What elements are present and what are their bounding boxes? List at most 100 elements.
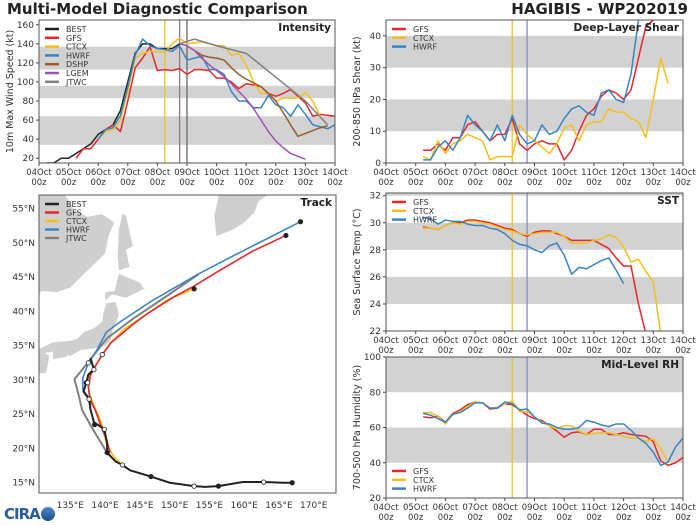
shaded-band [386, 276, 683, 304]
x-tick-label: 00z [675, 178, 691, 188]
legend-label: CTCX [413, 207, 435, 216]
plot-area [386, 357, 683, 498]
x-tick-label: 160°E [230, 501, 258, 511]
y-tick-label: 30°N [12, 376, 35, 386]
y-tick-label: 80 [370, 388, 382, 398]
x-tick-label: 13Oct [641, 503, 667, 513]
x-tick-label: 12Oct [263, 168, 289, 178]
land-mass [214, 195, 268, 237]
x-tick-label: 00z [378, 513, 394, 523]
y-tick-label: 26 [370, 273, 382, 283]
x-tick-label: 00z [438, 346, 454, 356]
forecast-track-point [297, 219, 304, 225]
plot-background [386, 193, 683, 331]
land-mass [39, 195, 115, 294]
y-tick-label: 24 [370, 300, 382, 310]
x-tick-label: 09Oct [522, 503, 548, 513]
series-line-ctcx [422, 57, 669, 161]
y-tick-label: 100 [364, 353, 381, 363]
x-tick-label: 00z [527, 513, 543, 523]
y-tick-label: 160 [17, 21, 34, 31]
x-tick-label: 00z [327, 178, 343, 188]
legend-label: BEST [66, 200, 87, 209]
x-tick-label: 145°E [126, 501, 154, 511]
x-tick-label: 12Oct [611, 168, 637, 178]
y-tick-label: 60 [370, 424, 382, 434]
legend-label: HWRF [413, 485, 437, 494]
series-line-gfs [422, 219, 646, 331]
x-tick-label: 00z [646, 513, 662, 523]
land-mass [39, 301, 119, 356]
x-tick-label: 14Oct [670, 168, 696, 178]
legend-label: HWRF [413, 216, 437, 225]
x-tick-label: 00z [586, 346, 602, 356]
x-tick-label: 07Oct [115, 168, 141, 178]
y-tick-label: 25°N [12, 410, 35, 420]
panel-shear: 04Oct00z05Oct00z06Oct00z07Oct00z08Oct00z… [352, 19, 696, 188]
x-tick-label: 00z [268, 178, 284, 188]
land-mass [105, 273, 145, 301]
y-tick-label: 40°N [12, 307, 35, 317]
x-tick-label: 04Oct [373, 168, 399, 178]
y-tick-label: 40 [370, 459, 382, 469]
shaded-band [386, 99, 683, 132]
series-line-gfs [423, 401, 683, 467]
x-tick-label: 00z [497, 178, 513, 188]
forecast-track-point [191, 286, 197, 292]
x-tick-label: 00z [646, 178, 662, 188]
y-axis-label: 10m Max Wind Speed (kt) [5, 30, 16, 153]
legend-label: CTCX [66, 217, 88, 226]
x-tick-label: 00z [616, 178, 632, 188]
y-tick-label: 100 [17, 78, 34, 88]
legend-label: CTCX [413, 34, 435, 43]
x-tick-label: 10Oct [551, 503, 577, 513]
legend-label: DSHP [66, 60, 88, 69]
x-tick-label: 00z [120, 178, 136, 188]
plot-frame [385, 19, 684, 164]
x-tick-label: 14Oct [670, 503, 696, 513]
track-line-jtwc [73, 273, 199, 456]
y-axis-label: Sea Surface Temp (°C) [352, 208, 363, 315]
y-tick-label: 20 [23, 154, 35, 164]
best-track-point [92, 421, 98, 428]
x-tick-label: 00z [675, 346, 691, 356]
x-tick-label: 07Oct [462, 503, 488, 513]
panel-title: Intensity [278, 22, 331, 34]
y-tick-label: 30 [370, 219, 382, 229]
x-tick-label: 13Oct [641, 168, 667, 178]
x-tick-label: 00z [179, 178, 195, 188]
panel-title: Mid-Level RH [601, 359, 679, 371]
x-tick-label: 00z [557, 178, 573, 188]
y-tick-label: 50°N [12, 239, 35, 249]
series-line-jtwc [179, 38, 329, 126]
y-tick-label: 120 [17, 59, 34, 69]
x-tick-label: 08Oct [492, 336, 518, 346]
x-tick-label: 07Oct [462, 336, 488, 346]
y-tick-label: 55°N [12, 205, 35, 215]
series-line-dshp [179, 43, 328, 138]
x-tick-label: 05Oct [403, 503, 429, 513]
logo-text: CIRA [4, 505, 41, 523]
x-tick-label: 00z [586, 178, 602, 188]
x-tick-label: 06Oct [433, 168, 459, 178]
x-tick-label: 00z [61, 178, 77, 188]
panel-rh: 04Oct00z05Oct00z06Oct00z07Oct00z08Oct00z… [352, 353, 696, 523]
x-tick-label: 12Oct [611, 336, 637, 346]
x-tick-label: 00z [150, 178, 166, 188]
x-tick-label: 11Oct [581, 168, 607, 178]
legend-label: CTCX [413, 476, 435, 485]
y-tick-label: 10 [370, 127, 382, 137]
y-tick-label: 15°N [12, 479, 35, 489]
panel-track: 135°E 140°E 145°E 150°E 155°E 160°E 165°E 170°E… [12, 194, 337, 511]
shaded-band [386, 193, 683, 196]
x-tick-label: 06Oct [433, 336, 459, 346]
x-tick-label: 00z [675, 513, 691, 523]
x-tick-label: 00z [527, 346, 543, 356]
x-tick-label: 11Oct [581, 336, 607, 346]
forecast-track-point [85, 380, 91, 386]
x-tick-label: 00z [527, 178, 543, 188]
plot-area [386, 193, 683, 331]
best-track-point [191, 483, 197, 489]
y-tick-label: 20 [370, 95, 382, 105]
